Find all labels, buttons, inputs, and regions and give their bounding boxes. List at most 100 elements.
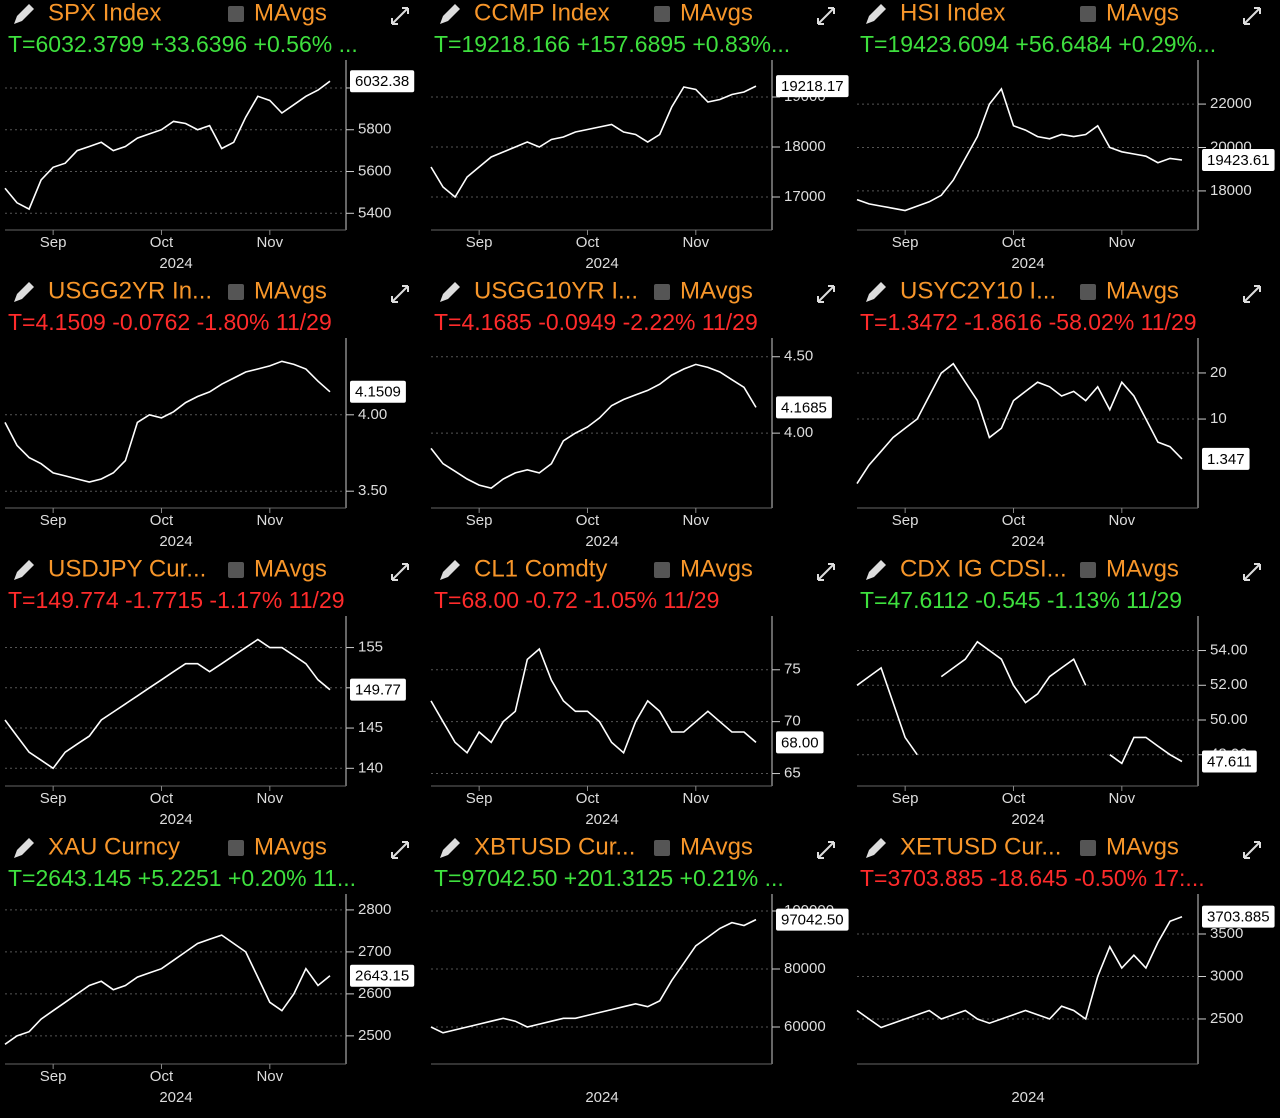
price-line	[856, 362, 1183, 485]
expand-icon[interactable]	[391, 841, 409, 859]
expand-icon[interactable]	[1243, 285, 1261, 303]
last-value-box	[776, 396, 832, 419]
x-tick-label: Nov	[1108, 512, 1135, 529]
mavgs-label[interactable]: MAvgs	[1106, 0, 1179, 26]
y-tick-label: 2800	[358, 901, 391, 918]
edit-icon[interactable]	[440, 560, 460, 580]
edit-icon[interactable]	[866, 838, 886, 858]
edit-icon[interactable]	[14, 4, 34, 24]
mavgs-label[interactable]: MAvgs	[680, 277, 753, 304]
mavgs-checkbox[interactable]	[654, 840, 670, 856]
edit-icon[interactable]	[14, 560, 34, 580]
x-tick-label: Sep	[466, 234, 493, 251]
last-value-label: 2643.15	[355, 968, 409, 985]
quote-line: T=97042.50 +201.3125 +0.21% ...	[434, 865, 784, 891]
x-axis-label: 2024	[1011, 533, 1044, 550]
mavgs-label[interactable]: MAvgs	[254, 277, 327, 304]
last-value-label: 4.1509	[355, 384, 401, 401]
last-value-label: 19423.61	[1207, 152, 1270, 169]
y-tick-label: 70	[784, 713, 801, 730]
expand-icon[interactable]	[391, 7, 409, 25]
mavgs-checkbox[interactable]	[228, 840, 244, 856]
mavgs-checkbox[interactable]	[1080, 840, 1096, 856]
x-tick-label: Oct	[576, 790, 600, 807]
quote-line: T=6032.3799 +33.6396 +0.56% ...	[8, 31, 358, 57]
y-tick-label: 10	[1210, 410, 1227, 427]
edit-icon[interactable]	[440, 282, 460, 302]
y-tick-label: 4.00	[358, 406, 387, 423]
x-tick-label: Nov	[682, 790, 709, 807]
last-value-box	[350, 678, 406, 701]
quote-line: T=3703.885 -18.645 -0.50% 17:...	[860, 865, 1205, 891]
edit-icon[interactable]	[440, 838, 460, 858]
edit-icon[interactable]	[866, 560, 886, 580]
price-line	[430, 363, 757, 489]
mavgs-label[interactable]: MAvgs	[1106, 833, 1179, 860]
mavgs-label[interactable]: MAvgs	[680, 0, 753, 26]
expand-icon[interactable]	[817, 285, 835, 303]
mavgs-checkbox[interactable]	[1080, 284, 1096, 300]
x-axis-label: 2024	[585, 255, 618, 272]
x-tick-label: Sep	[892, 512, 919, 529]
x-axis-label: 2024	[1011, 1089, 1044, 1106]
mavgs-label[interactable]: MAvgs	[254, 833, 327, 860]
x-tick-label: Nov	[256, 1068, 283, 1085]
quote-line: T=149.774 -1.7715 -1.17% 11/29	[8, 587, 345, 613]
mavgs-label[interactable]: MAvgs	[680, 833, 753, 860]
last-value-label: 4.1685	[781, 399, 827, 416]
chart-title: USDJPY Cur...	[48, 555, 206, 582]
expand-icon[interactable]	[1243, 7, 1261, 25]
x-tick-label: Nov	[682, 512, 709, 529]
mavgs-checkbox[interactable]	[1080, 6, 1096, 22]
y-tick-label: 3000	[1210, 967, 1243, 984]
mavgs-checkbox[interactable]	[654, 6, 670, 22]
mavgs-checkbox[interactable]	[228, 6, 244, 22]
expand-icon[interactable]	[1243, 563, 1261, 581]
price-line	[856, 87, 1183, 212]
edit-icon[interactable]	[14, 282, 34, 302]
x-tick-label: Oct	[1002, 512, 1026, 529]
quote-line: T=2643.145 +5.2251 +0.20% 11...	[8, 865, 356, 891]
x-tick-label: Oct	[1002, 790, 1026, 807]
expand-icon[interactable]	[391, 285, 409, 303]
chart-title: USYC2Y10 I...	[900, 277, 1056, 304]
edit-icon[interactable]	[14, 838, 34, 858]
mavgs-checkbox[interactable]	[228, 284, 244, 300]
quote-line: T=4.1509 -0.0762 -1.80% 11/29	[8, 309, 332, 335]
last-value-label: 149.77	[355, 682, 401, 699]
mavgs-label[interactable]: MAvgs	[1106, 277, 1179, 304]
x-tick-label: Sep	[40, 512, 67, 529]
y-tick-label: 52.00	[1210, 676, 1248, 693]
mavgs-label[interactable]: MAvgs	[680, 555, 753, 582]
expand-icon[interactable]	[817, 841, 835, 859]
y-tick-label: 65	[784, 765, 801, 782]
x-tick-label: Sep	[892, 790, 919, 807]
quote-line: T=47.6112 -0.545 -1.13% 11/29	[860, 587, 1182, 613]
mavgs-checkbox[interactable]	[654, 284, 670, 300]
mavgs-label[interactable]: MAvgs	[254, 555, 327, 582]
expand-icon[interactable]	[391, 563, 409, 581]
mavgs-label[interactable]: MAvgs	[254, 0, 327, 26]
edit-icon[interactable]	[866, 282, 886, 302]
mavgs-checkbox[interactable]	[654, 562, 670, 578]
mavgs-label[interactable]: MAvgs	[1106, 555, 1179, 582]
x-tick-label: Nov	[256, 234, 283, 251]
last-value-label: 1.347	[1207, 451, 1245, 468]
x-tick-label: Oct	[1002, 234, 1026, 251]
x-tick-label: Oct	[150, 234, 174, 251]
x-tick-label: Nov	[256, 512, 283, 529]
y-tick-label: 54.00	[1210, 641, 1248, 658]
y-tick-label: 155	[358, 639, 383, 656]
expand-icon[interactable]	[1243, 841, 1261, 859]
y-tick-label: 3500	[1210, 925, 1243, 942]
expand-icon[interactable]	[817, 563, 835, 581]
x-tick-label: Sep	[40, 790, 67, 807]
mavgs-checkbox[interactable]	[228, 562, 244, 578]
expand-icon[interactable]	[817, 7, 835, 25]
edit-icon[interactable]	[440, 4, 460, 24]
x-axis-label: 2024	[1011, 255, 1044, 272]
price-line	[4, 934, 331, 1045]
edit-icon[interactable]	[866, 4, 886, 24]
mavgs-checkbox[interactable]	[1080, 562, 1096, 578]
